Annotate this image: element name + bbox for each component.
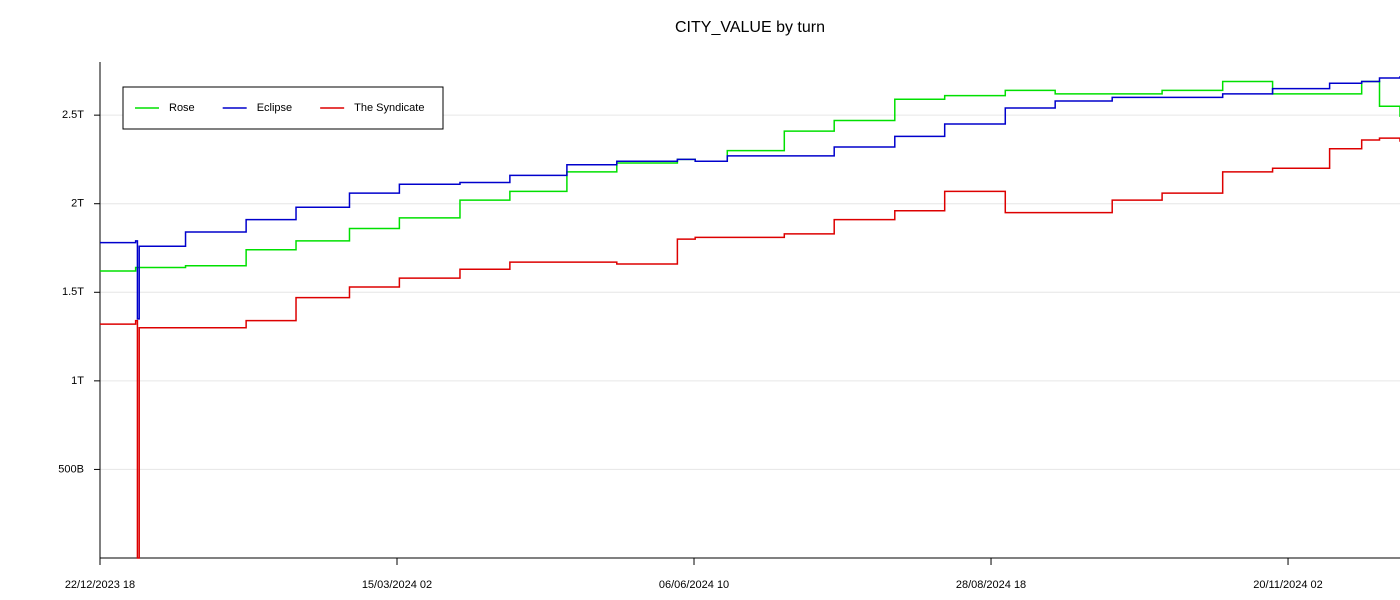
chart-title: CITY_VALUE by turn — [675, 19, 825, 36]
y-tick-label: 500B — [58, 463, 84, 475]
x-tick-label: 20/11/2024 02 — [1253, 579, 1323, 591]
legend-box — [122, 86, 444, 130]
legend-label: The Syndicate — [354, 102, 424, 114]
x-tick-label: 15/03/2024 02 — [362, 579, 432, 591]
y-tick-label: 2.5T — [62, 109, 84, 121]
x-tick-label: 22/12/2023 18 — [65, 579, 135, 591]
series-line — [100, 76, 1400, 320]
y-tick-label: 1T — [71, 375, 84, 387]
y-tick-label: 2T — [71, 198, 84, 210]
legend-label: Rose — [169, 102, 195, 114]
x-tick-label: 28/08/2024 18 — [956, 579, 1026, 591]
y-tick-label: 1.5T — [62, 286, 84, 298]
x-tick-label: 06/06/2024 10 — [659, 579, 729, 591]
legend-label: Eclipse — [257, 102, 292, 114]
series-line — [100, 137, 1400, 559]
